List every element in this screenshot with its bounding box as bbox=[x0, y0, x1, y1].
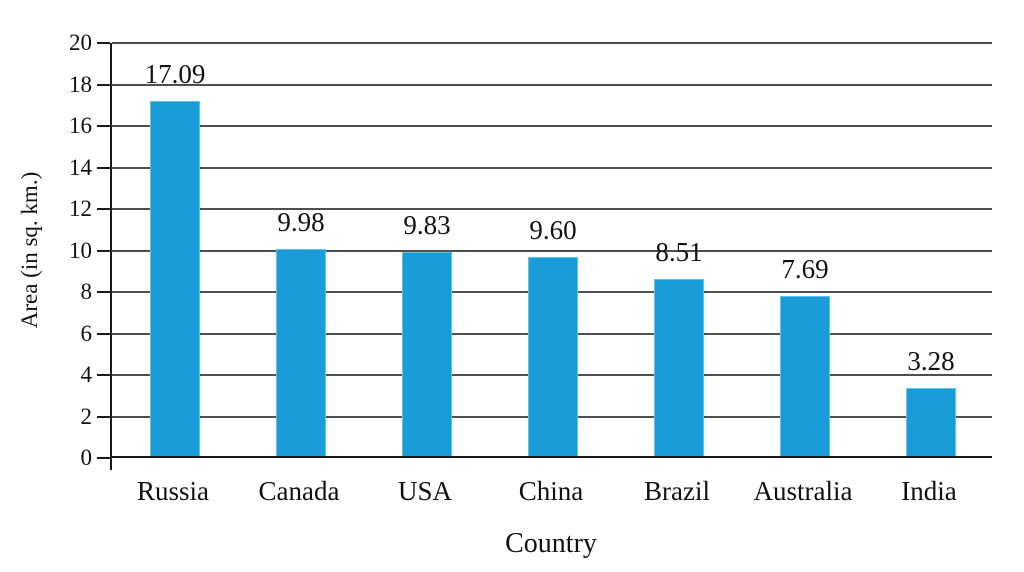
category-label: Canada bbox=[258, 476, 340, 506]
bar-value-label: 3.28 bbox=[907, 345, 955, 376]
y-axis-tick bbox=[97, 83, 110, 86]
y-axis-tick-label: 18 bbox=[69, 71, 92, 97]
bar-value-label: 7.69 bbox=[781, 254, 829, 285]
y-axis-tick bbox=[97, 125, 110, 127]
gridline bbox=[112, 125, 992, 127]
bar bbox=[276, 248, 326, 456]
y-axis-tick-label: 14 bbox=[69, 154, 92, 180]
y-axis-tick bbox=[97, 291, 110, 293]
category-label: Brazil bbox=[644, 476, 710, 506]
gridline bbox=[112, 166, 992, 169]
y-axis-tick-label: 12 bbox=[69, 196, 92, 221]
bar bbox=[150, 101, 200, 456]
gridline bbox=[112, 42, 992, 44]
category-label: USA bbox=[397, 476, 452, 506]
y-axis-tick bbox=[97, 374, 110, 376]
y-axis-tick-label: 2 bbox=[80, 403, 93, 429]
category-label: Australia bbox=[753, 476, 853, 506]
y-axis-tick-label: 16 bbox=[69, 113, 92, 138]
y-axis-tick-label: 10 bbox=[69, 237, 92, 263]
gridline bbox=[112, 249, 992, 252]
category-label: China bbox=[518, 476, 584, 506]
bar bbox=[906, 387, 956, 456]
x-axis-title: Country bbox=[505, 528, 597, 559]
gridline bbox=[112, 83, 992, 86]
y-axis-tick bbox=[97, 332, 110, 335]
bar-value-label: 17.09 bbox=[144, 59, 206, 90]
gridline bbox=[112, 208, 992, 210]
y-axis-tick-label: 6 bbox=[80, 320, 93, 346]
category-label: Russia bbox=[136, 476, 209, 506]
y-axis-tick-label: 8 bbox=[80, 279, 93, 304]
y-axis-tick-label: 20 bbox=[69, 30, 92, 55]
category-label: India bbox=[901, 476, 957, 506]
y-axis-tick-label: 0 bbox=[80, 445, 93, 470]
y-axis-tick bbox=[97, 249, 110, 252]
y-axis-tick bbox=[97, 42, 110, 44]
bar-value-label: 9.83 bbox=[403, 210, 451, 241]
bar-value-label: 8.51 bbox=[655, 237, 703, 268]
y-axis-tick bbox=[97, 457, 110, 459]
bar bbox=[780, 296, 830, 456]
plot-area: 17.09 9.98 9.83 9.60 8.51 7.69 3.28 bbox=[97, 42, 992, 470]
bar-value-label: 9.98 bbox=[277, 206, 325, 237]
y-axis-tick bbox=[97, 208, 110, 210]
bar-value-label: 9.60 bbox=[529, 214, 577, 245]
bar bbox=[528, 256, 578, 456]
x-axis-origin-tick bbox=[110, 458, 112, 470]
bar bbox=[402, 252, 452, 456]
y-axis-tick-label: 4 bbox=[80, 362, 93, 387]
y-axis-tick bbox=[97, 166, 110, 169]
bar bbox=[654, 279, 704, 456]
y-axis-tick bbox=[97, 415, 110, 418]
